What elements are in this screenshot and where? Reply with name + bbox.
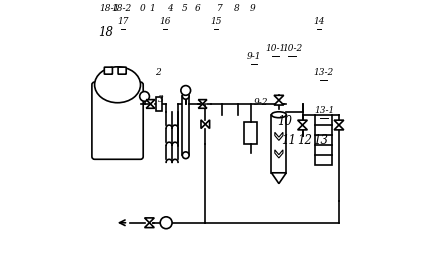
Polygon shape [275,132,283,140]
Text: 9-1: 9-1 [247,52,261,61]
Polygon shape [274,95,284,100]
Text: 0: 0 [140,4,146,13]
FancyBboxPatch shape [245,122,256,144]
Ellipse shape [95,67,140,103]
FancyBboxPatch shape [272,115,286,173]
Text: 4: 4 [167,4,173,13]
Text: 14: 14 [313,17,324,26]
Text: 18-1: 18-1 [99,4,120,13]
Polygon shape [274,100,284,105]
Circle shape [160,217,172,229]
Circle shape [181,86,190,95]
FancyBboxPatch shape [92,82,143,159]
Polygon shape [201,120,205,129]
Polygon shape [198,100,207,104]
Text: 18-2: 18-2 [112,4,132,13]
Polygon shape [298,120,307,125]
Polygon shape [275,150,283,158]
Polygon shape [146,100,155,104]
Text: 2: 2 [155,68,160,77]
Text: 13-1: 13-1 [314,106,334,115]
Text: 10: 10 [277,115,292,128]
Polygon shape [144,218,154,223]
Text: 18: 18 [98,26,113,39]
Text: 17: 17 [117,17,129,26]
FancyBboxPatch shape [118,67,126,74]
Text: 11: 11 [281,134,296,147]
Text: 13: 13 [313,134,328,147]
Text: 16: 16 [159,17,171,26]
FancyBboxPatch shape [156,97,162,111]
Polygon shape [144,223,154,228]
Text: 7: 7 [217,4,223,13]
FancyBboxPatch shape [183,96,189,155]
Text: 5: 5 [182,4,188,13]
Text: 13-2: 13-2 [314,68,334,77]
Polygon shape [205,120,210,129]
Polygon shape [198,104,207,108]
Text: 8: 8 [233,4,239,13]
Text: 10-2: 10-2 [282,44,303,53]
Polygon shape [272,173,286,184]
FancyBboxPatch shape [104,67,113,74]
Polygon shape [298,125,307,130]
Text: 3: 3 [158,95,163,104]
Ellipse shape [183,92,189,99]
Circle shape [140,92,149,101]
Text: 1: 1 [150,4,155,13]
Ellipse shape [183,152,189,158]
Polygon shape [146,104,155,108]
Text: 12: 12 [297,134,312,147]
FancyBboxPatch shape [315,115,332,165]
Polygon shape [334,120,344,125]
Text: 6: 6 [194,4,200,13]
Polygon shape [334,125,344,130]
Text: 10-1: 10-1 [265,44,286,53]
Text: 9-2: 9-2 [253,98,268,107]
Text: 9: 9 [250,4,256,13]
Text: 15: 15 [210,17,222,26]
Ellipse shape [272,112,286,118]
